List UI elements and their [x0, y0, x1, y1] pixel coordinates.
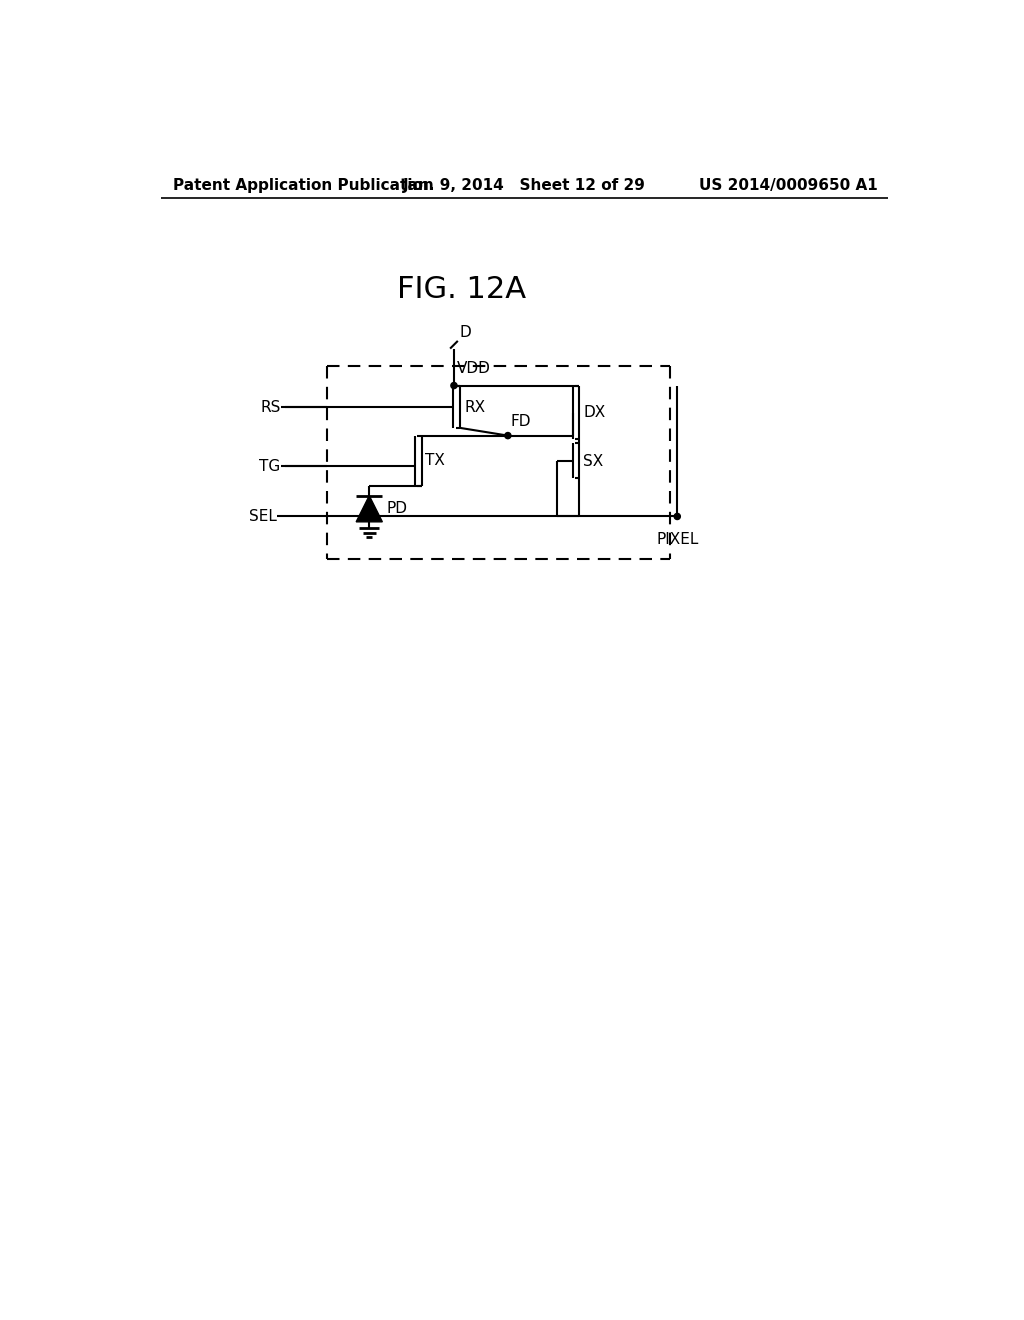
- Circle shape: [505, 433, 511, 438]
- Polygon shape: [356, 496, 382, 521]
- Text: Jan. 9, 2014   Sheet 12 of 29: Jan. 9, 2014 Sheet 12 of 29: [403, 178, 646, 193]
- Circle shape: [451, 383, 457, 388]
- Text: PIXEL: PIXEL: [656, 532, 698, 546]
- Text: D: D: [460, 325, 471, 341]
- Text: DX: DX: [584, 405, 605, 420]
- Text: SEL: SEL: [249, 510, 276, 524]
- Circle shape: [674, 513, 680, 520]
- Text: RS: RS: [260, 400, 281, 414]
- Text: TX: TX: [425, 453, 445, 469]
- Text: RX: RX: [465, 400, 485, 414]
- Text: Patent Application Publication: Patent Application Publication: [173, 178, 433, 193]
- Text: TG: TG: [259, 459, 281, 474]
- Text: SX: SX: [584, 454, 603, 469]
- Text: VDD: VDD: [457, 362, 490, 376]
- Text: PD: PD: [386, 502, 408, 516]
- Text: FD: FD: [511, 414, 531, 429]
- Text: FIG. 12A: FIG. 12A: [397, 275, 526, 304]
- Text: US 2014/0009650 A1: US 2014/0009650 A1: [698, 178, 878, 193]
